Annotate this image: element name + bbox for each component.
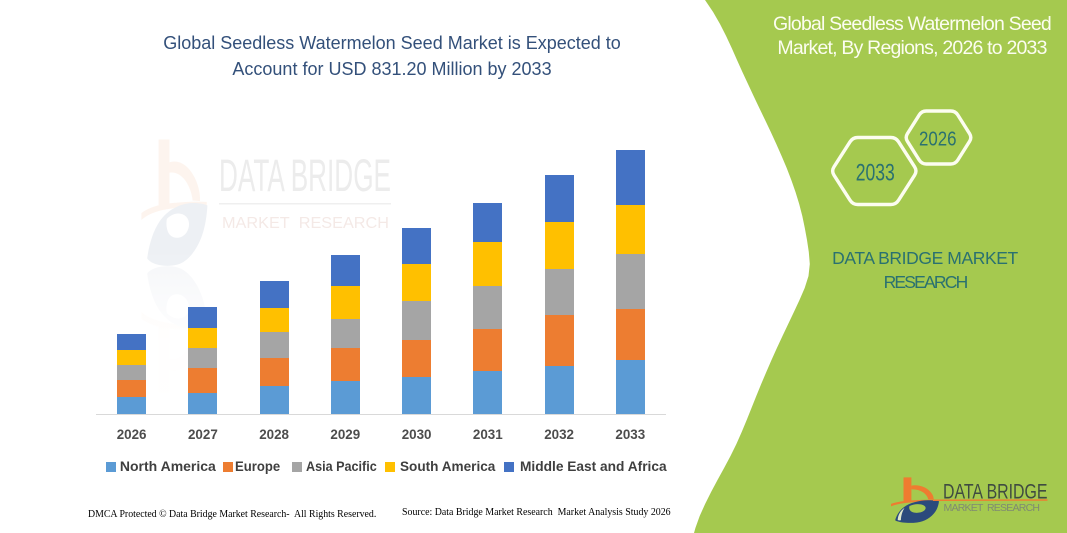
svg-text:DATA BRIDGE: DATA BRIDGE [943, 479, 1048, 503]
svg-text:DATA BRIDGE: DATA BRIDGE [219, 150, 391, 201]
svg-text:MARKET RESEARCH: MARKET RESEARCH [944, 502, 1041, 514]
svg-text:2033: 2033 [856, 160, 895, 187]
svg-text:2026: 2026 [919, 128, 957, 150]
svg-text:MARKET RESEARCH: MARKET RESEARCH [222, 215, 389, 232]
